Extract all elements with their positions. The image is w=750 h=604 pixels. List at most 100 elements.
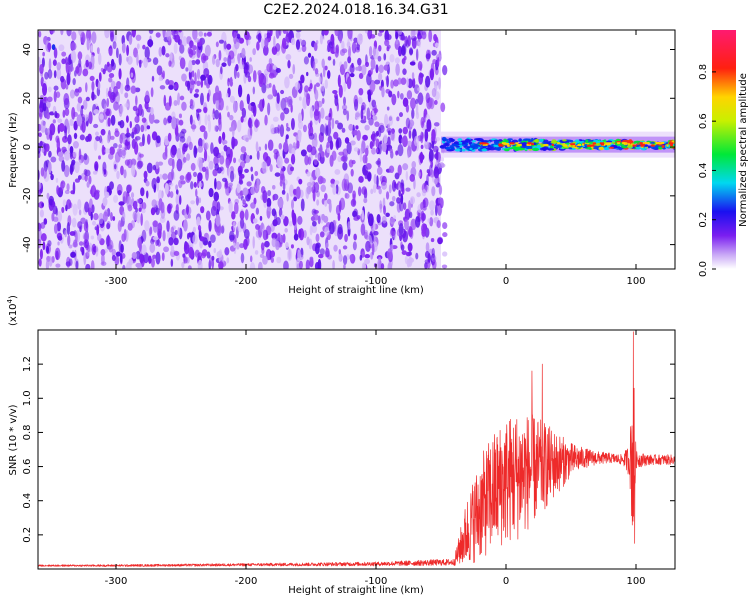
noise-speck — [285, 54, 292, 61]
noise-speck — [98, 52, 102, 65]
noise-speck — [268, 72, 275, 79]
noise-speck — [280, 112, 285, 121]
noise-speck — [435, 148, 439, 162]
noise-speck — [389, 53, 395, 63]
signal-speck — [576, 145, 583, 148]
noise-speck — [374, 132, 379, 137]
noise-speck — [317, 147, 323, 152]
noise-speck — [335, 183, 339, 195]
noise-speck — [339, 33, 343, 44]
colorbar-tick-label: 0.4 — [698, 162, 709, 178]
spectrogram-x-tick-label: -200 — [235, 276, 258, 287]
noise-speck — [80, 246, 83, 252]
noise-speck — [278, 208, 283, 218]
noise-speck — [286, 192, 289, 202]
noise-speck — [141, 208, 146, 214]
signal-speck — [446, 149, 454, 152]
noise-speck — [321, 97, 325, 104]
noise-speck — [396, 197, 401, 204]
signal-core — [563, 144, 568, 147]
noise-speck — [179, 95, 185, 101]
noise-speck — [285, 242, 289, 249]
noise-speck — [190, 181, 194, 190]
snr-frame — [37, 329, 676, 570]
noise-speck — [437, 203, 443, 216]
noise-speck — [371, 147, 376, 155]
noise-speck — [347, 30, 353, 40]
signal-core — [577, 144, 582, 147]
noise-speck — [56, 62, 62, 71]
noise-speck — [91, 243, 97, 256]
noise-speck — [113, 101, 120, 111]
noise-speck — [197, 172, 203, 182]
noise-speck — [361, 262, 367, 269]
noise-speck — [52, 59, 57, 67]
noise-speck — [78, 159, 82, 166]
noise-speck — [249, 126, 253, 137]
noise-speck — [227, 111, 230, 118]
noise-speck — [159, 85, 166, 90]
noise-speck — [225, 159, 230, 169]
noise-speck — [365, 61, 370, 67]
noise-speck — [176, 158, 183, 172]
noise-speck — [200, 92, 204, 106]
signal-core — [592, 142, 597, 145]
noise-speck — [364, 231, 368, 239]
noise-speck — [411, 77, 416, 89]
noise-speck — [70, 190, 75, 195]
noise-speck — [206, 92, 210, 103]
noise-speck — [48, 255, 53, 267]
noise-speck — [190, 124, 197, 130]
noise-speck — [223, 40, 227, 50]
noise-speck — [386, 106, 390, 111]
noise-speck — [252, 218, 258, 224]
noise-speck — [240, 252, 245, 264]
noise-speck — [246, 181, 252, 187]
noise-speck — [347, 38, 350, 50]
noise-speck — [334, 30, 340, 37]
noise-speck — [300, 149, 307, 157]
noise-speck — [118, 240, 122, 253]
signal-speck — [476, 137, 484, 142]
noise-speck — [312, 188, 316, 202]
noise-speck — [83, 233, 88, 241]
noise-speck — [421, 189, 427, 197]
noise-speck — [361, 64, 367, 76]
noise-speck — [72, 78, 76, 86]
noise-speck — [60, 181, 64, 192]
noise-speck — [364, 155, 368, 164]
noise-speck — [186, 204, 189, 215]
noise-speck — [67, 54, 71, 66]
noise-speck — [38, 181, 42, 191]
noise-speck — [113, 194, 119, 203]
noise-speck — [337, 224, 343, 235]
signal-core — [670, 144, 673, 147]
noise-speck — [126, 141, 131, 150]
noise-speck — [383, 134, 388, 144]
noise-speck — [429, 169, 435, 178]
noise-speck — [177, 227, 181, 237]
noise-speck — [94, 163, 98, 173]
snr-y-tick-label: 1.2 — [22, 356, 33, 372]
noise-speck — [70, 50, 77, 64]
noise-speck — [183, 242, 190, 255]
noise-speck — [39, 140, 43, 147]
noise-speck — [168, 79, 174, 86]
noise-speck — [376, 175, 379, 188]
noise-speck — [164, 182, 169, 195]
signal-speck — [650, 145, 658, 150]
noise-speck — [239, 161, 246, 169]
noise-speck — [167, 115, 173, 124]
noise-speck — [146, 125, 151, 130]
colorbar-tick-label: 0.8 — [698, 64, 709, 80]
noise-speck — [61, 146, 67, 153]
noise-speck — [146, 190, 149, 199]
noise-speck — [440, 157, 445, 162]
noise-speck — [134, 115, 140, 124]
noise-speck — [378, 64, 384, 74]
colorbar-ticks: 0.0 0.2 0.4 0.6 0.8 — [698, 64, 716, 277]
signal-core — [506, 142, 510, 145]
noise-speck — [90, 235, 95, 240]
noise-speck — [433, 166, 440, 179]
signal-speck — [608, 146, 615, 149]
